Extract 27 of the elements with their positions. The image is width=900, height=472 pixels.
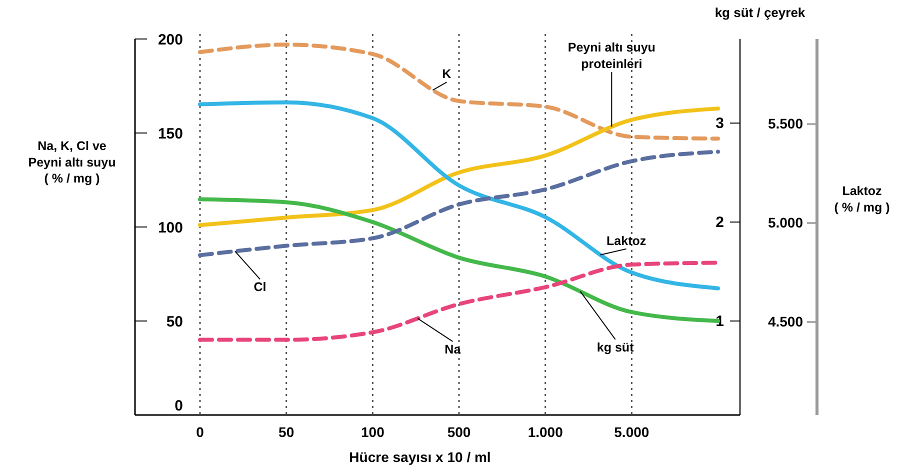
y2-tick-label: 3 [716, 114, 724, 132]
x-tick-label: 5.000 [614, 424, 650, 440]
text: Cl [254, 280, 266, 294]
text: Na [444, 342, 462, 356]
y2-tick-label: 2 [716, 214, 724, 231]
y3-tick-label: 5.500 [768, 116, 804, 132]
y3-tick-label: 4.500 [768, 313, 804, 330]
x-tick-label: 50 [278, 424, 294, 440]
y-tick-label: 150 [158, 125, 183, 142]
y2-axis-title: kg süt / çeyrek [714, 5, 806, 20]
y-axis-title: Na, K, Cl ve Peyni altı suyu ( % / mg ) [28, 139, 116, 186]
y-tick-label: 50 [166, 313, 183, 330]
y-tick-label: 100 [158, 219, 183, 236]
x-axis-title: Hücre sayısı x 10 / ml [349, 449, 491, 465]
y3-axis-title: Laktoz ( % / mg ) [834, 184, 890, 214]
x-tick-label: 500 [447, 424, 471, 440]
x-tick-label: 0 [196, 424, 204, 440]
x-tick-label: 100 [360, 424, 385, 440]
y-tick-label: 200 [158, 31, 183, 48]
text: kg süt [596, 340, 635, 354]
x-tick-label: 1.000 [528, 424, 564, 440]
y3-tick-label: 5.000 [768, 214, 804, 231]
series-label: Laktoz [606, 234, 646, 248]
text: Peyni altı suyu proteinleri [568, 40, 656, 71]
y-tick-label: 0 [174, 397, 183, 414]
y2-tick-label: 1 [716, 312, 724, 330]
series-label: K [442, 67, 452, 82]
